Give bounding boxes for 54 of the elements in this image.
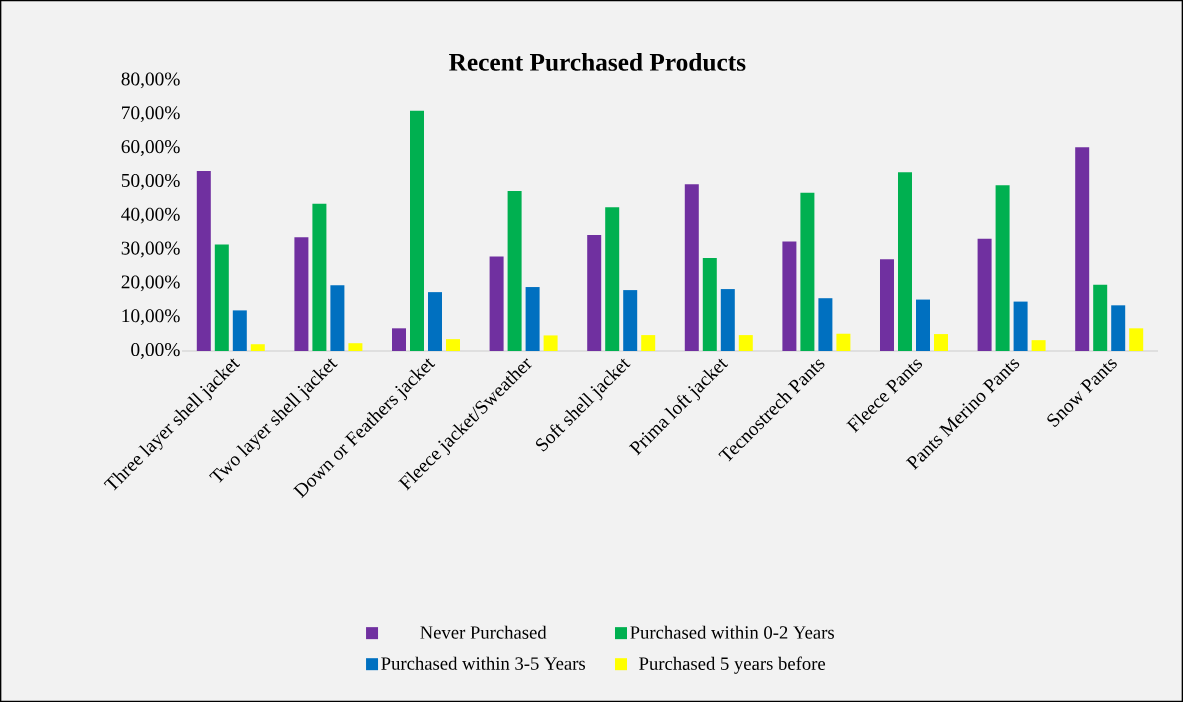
bar: [623, 290, 638, 351]
bar: [330, 285, 345, 351]
bar: [1129, 328, 1144, 351]
bar: [836, 333, 851, 351]
bar: [392, 328, 406, 351]
legend-label: Purchased within 3-5 Years: [381, 656, 586, 670]
y-tick-label: 30,00%: [121, 241, 180, 258]
y-tick-label: 80,00%: [121, 72, 180, 89]
bar: [446, 339, 460, 351]
bar: [641, 335, 656, 351]
bar: [312, 203, 327, 351]
bar: [525, 287, 540, 351]
bar: [898, 172, 912, 351]
y-tick-label: 20,00%: [121, 275, 180, 292]
bar: [818, 298, 833, 351]
bar: [782, 241, 797, 351]
legend-label: Purchased 5 years before: [639, 656, 826, 674]
bar: [1013, 301, 1028, 351]
bar: [1093, 284, 1108, 351]
bar: [880, 259, 894, 351]
legend-label: Purchased within 0-2 Years: [630, 625, 834, 639]
legend-label: Never Purchased: [420, 625, 547, 639]
bar: [702, 257, 717, 351]
bar: [995, 185, 1010, 351]
bar: [410, 110, 424, 351]
bar: [543, 335, 558, 351]
bar: [720, 289, 735, 351]
y-tick-label: 70,00%: [122, 106, 180, 123]
bar: [214, 244, 229, 351]
bar: [605, 207, 620, 351]
bar: [916, 299, 930, 351]
bar: [587, 234, 602, 351]
y-tick-label: 60,00%: [121, 140, 180, 156]
bar: [1111, 305, 1126, 351]
bar: [232, 310, 247, 351]
bar: [428, 292, 442, 351]
bar: [977, 238, 992, 351]
bar: [800, 192, 815, 351]
bar: [684, 184, 699, 351]
y-tick-label: 50,00%: [121, 173, 180, 190]
bar: [1031, 340, 1046, 351]
y-tick-label: 0,00%: [131, 343, 180, 359]
bar: [294, 237, 309, 351]
bar: [348, 343, 363, 351]
bar: [196, 171, 211, 351]
y-tick-label: 10,00%: [122, 309, 180, 326]
bar: [507, 190, 522, 351]
bar: [1075, 147, 1090, 351]
bar: [250, 344, 265, 351]
bar: [934, 334, 948, 351]
chart-title: Recent Purchased Products: [449, 53, 746, 71]
y-tick-label: 40,00%: [121, 207, 180, 224]
bar: [489, 256, 504, 351]
bar: [738, 335, 753, 351]
